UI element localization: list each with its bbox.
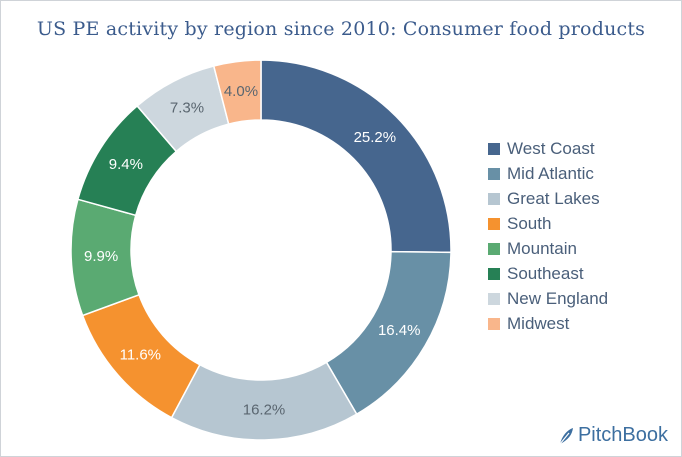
- slice-label-midwest: 4.0%: [224, 83, 258, 100]
- legend-swatch: [488, 192, 500, 205]
- brand-name: PitchBook: [577, 424, 668, 446]
- legend-swatch: [488, 267, 500, 280]
- chart-title: US PE activity by region since 2010: Con…: [36, 18, 646, 40]
- pitchbook-leaf-icon: [559, 427, 573, 444]
- legend-item-west-coast: West Coast: [488, 136, 608, 161]
- legend-swatch: [488, 217, 500, 230]
- legend-item-new-england: New England: [488, 286, 608, 311]
- legend-label: Southeast: [507, 263, 584, 283]
- legend-label: New England: [507, 288, 609, 308]
- legend-swatch: [488, 167, 500, 180]
- legend-swatch: [488, 242, 500, 255]
- chart-legend: West Coast Mid Atlantic Great Lakes South Mo…: [488, 136, 608, 336]
- legend-label: Mountain: [507, 238, 577, 258]
- legend-swatch: [488, 317, 500, 330]
- slice-label-southeast: 9.4%: [109, 156, 143, 173]
- legend-item-mid-atlantic: Mid Atlantic: [488, 161, 608, 186]
- slice-label-mountain: 9.9%: [84, 248, 118, 265]
- legend-label: South: [507, 213, 552, 233]
- legend-item-midwest: Midwest: [488, 311, 608, 336]
- slice-label-mid-atlantic: 16.4%: [378, 322, 421, 339]
- slice-label-great-lakes: 16.2%: [243, 401, 286, 418]
- slice-midwest: [212, 59, 262, 125]
- legend-label: Mid Atlantic: [507, 163, 594, 183]
- legend-swatch: [488, 292, 500, 305]
- legend-label: Great Lakes: [507, 188, 600, 208]
- slice-west-coast: [260, 59, 452, 254]
- legend-item-south: South: [488, 211, 608, 236]
- pitchbook-logo: PitchBook: [557, 424, 668, 447]
- legend-item-southeast: Southeast: [488, 261, 608, 286]
- donut-slices: [70, 59, 452, 441]
- legend-label: Midwest: [507, 313, 570, 333]
- donut-labels: 25.2% 16.4% 16.2% 11.6% 9.9% 9.4% 7.3% 4.0%: [84, 83, 420, 419]
- legend-swatch: [488, 142, 500, 155]
- slice-label-south: 11.6%: [120, 347, 161, 364]
- legend-label: West Coast: [507, 138, 595, 158]
- legend-item-great-lakes: Great Lakes: [488, 186, 608, 211]
- legend-item-mountain: Mountain: [488, 236, 608, 261]
- slice-label-west-coast: 25.2%: [354, 129, 397, 146]
- slice-label-new-england: 7.3%: [170, 100, 204, 117]
